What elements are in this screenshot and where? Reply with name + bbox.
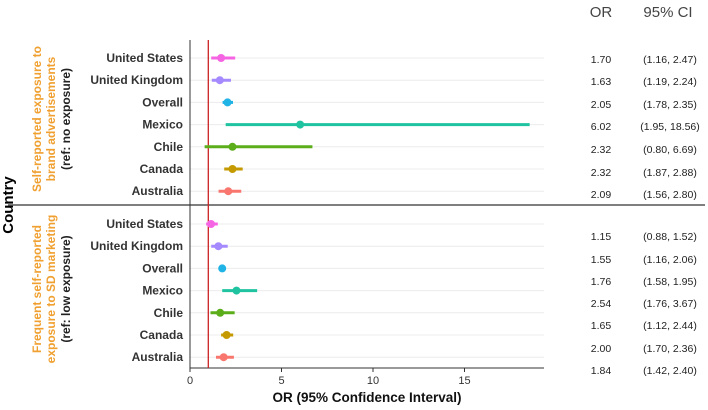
x-tick-label: 10 <box>367 375 379 387</box>
ci-column-header: 95% CI <box>643 4 692 21</box>
ci-value-label: (1.58, 1.95) <box>643 276 697 288</box>
panel-ref-label: (ref: low exposure) <box>59 235 73 342</box>
or-point <box>228 142 237 151</box>
category-label: Overall <box>142 95 183 109</box>
x-tick-label: 0 <box>187 375 193 387</box>
or-point <box>223 98 232 107</box>
or-column-header: OR <box>590 4 613 21</box>
or-point <box>214 242 223 251</box>
category-label: United States <box>106 217 183 231</box>
or-value-label: 2.09 <box>591 189 612 201</box>
panel-title-line1: Frequent self-reported <box>30 225 44 353</box>
or-value-label: 6.02 <box>591 121 612 133</box>
category-label: United Kingdom <box>90 73 183 87</box>
or-value-label: 2.32 <box>591 167 612 179</box>
or-value-label: 1.70 <box>591 54 612 66</box>
or-point <box>219 353 228 362</box>
ci-value-label: (1.42, 2.40) <box>643 365 697 377</box>
or-point <box>217 54 226 62</box>
category-label: United States <box>106 51 183 65</box>
x-tick-label: 5 <box>278 375 284 387</box>
or-value-label: 1.84 <box>591 365 612 377</box>
category-label: Australia <box>132 350 184 364</box>
ci-value-label: (1.56, 2.80) <box>643 189 697 201</box>
or-point <box>215 76 224 85</box>
or-point <box>232 286 241 295</box>
ci-value-label: (1.78, 2.35) <box>643 99 697 111</box>
category-label: Australia <box>132 184 184 198</box>
or-value-label: 2.05 <box>591 99 612 111</box>
or-value-label: 2.32 <box>591 144 612 156</box>
ci-value-label: (1.87, 2.88) <box>643 167 697 179</box>
or-point <box>296 120 305 129</box>
x-tick-label: 15 <box>458 375 470 387</box>
category-label: United Kingdom <box>90 239 183 253</box>
ci-value-label: (1.95, 18.56) <box>640 121 700 133</box>
ci-value-label: (1.19, 2.24) <box>643 76 697 88</box>
or-point <box>218 264 227 273</box>
panel-title-line2: exposure to SD marketing <box>44 215 58 364</box>
category-label: Chile <box>154 306 184 320</box>
panel-title-line1: Self-reported exposure to <box>30 46 44 192</box>
panel-ref-label: (ref: no exposure) <box>59 68 73 170</box>
ci-value-label: (0.80, 6.69) <box>643 144 697 156</box>
or-point <box>207 220 216 228</box>
or-value-label: 2.00 <box>591 343 612 355</box>
or-point <box>228 165 237 173</box>
or-value-label: 1.76 <box>591 276 612 288</box>
or-value-label: 1.55 <box>591 254 612 266</box>
or-value-label: 1.63 <box>591 76 612 88</box>
category-label: Mexico <box>142 118 183 132</box>
ci-value-label: (0.88, 1.52) <box>643 231 697 243</box>
ci-value-label: (1.16, 2.47) <box>643 54 697 66</box>
ci-value-label: (1.16, 2.06) <box>643 254 697 266</box>
category-label: Canada <box>140 328 184 342</box>
or-value-label: 2.54 <box>591 298 612 310</box>
category-label: Mexico <box>142 284 183 298</box>
panel-title-line2: brand advertisements <box>44 56 58 181</box>
category-label: Canada <box>140 162 184 176</box>
or-point <box>216 308 225 317</box>
x-axis-title: OR (95% Confidence Interval) <box>272 390 461 405</box>
or-value-label: 1.65 <box>591 320 612 332</box>
y-axis-title: Country <box>0 176 17 234</box>
or-point <box>224 187 233 196</box>
ci-value-label: (1.12, 2.44) <box>643 320 697 332</box>
category-label: Chile <box>154 140 184 154</box>
or-point <box>222 331 231 339</box>
category-label: Overall <box>142 261 183 275</box>
ci-value-label: (1.70, 2.36) <box>643 343 697 355</box>
or-value-label: 1.15 <box>591 231 612 243</box>
ci-value-label: (1.76, 3.67) <box>643 298 697 310</box>
